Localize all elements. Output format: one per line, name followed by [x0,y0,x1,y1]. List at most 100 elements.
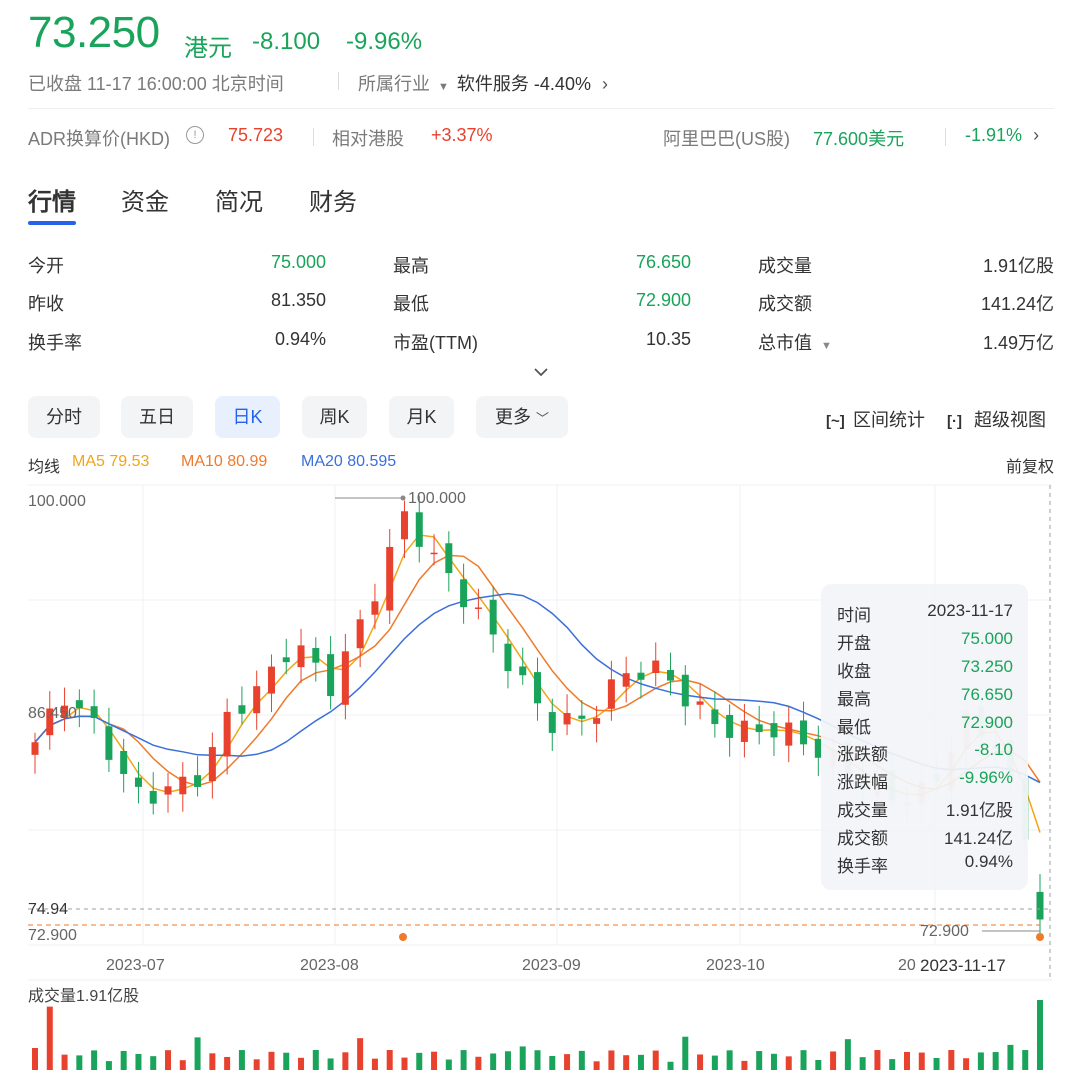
ma-label: 均线 [28,459,61,476]
us-stock-change-value: -1.91% [965,125,1023,145]
ohlc-tooltip: 时间 2023-11-17 开盘 75.000 收盘 73.250 最高 76.650 … [821,584,1028,890]
candle-body [75,700,83,709]
min-marker-label: 72.900 [920,923,969,940]
ma20-legend: MA20 80.595 [301,453,397,470]
tab-profile[interactable]: 简况 [215,189,263,216]
crosshair-date: 2023-11-17 [920,956,1006,975]
mcap-selector[interactable]: 总市值 ▼ [758,329,832,355]
candle-body [726,714,734,738]
candle-body [341,651,349,705]
volume-bar [371,1058,378,1070]
candle-body [814,738,822,758]
volume-bar [578,1050,585,1070]
candle-body [267,666,275,694]
low-label: 最低 [393,294,429,314]
period-intraday[interactable]: 分时 [28,396,100,438]
candle-body [415,512,423,547]
period-daily-k[interactable]: 日K [215,396,280,438]
period-more-label: 更多 [494,407,531,427]
amount-value: 141.24亿 [980,294,1054,314]
candle-body [297,645,305,668]
candle-body [400,511,408,540]
event-marker-dot [1036,933,1044,941]
volume-value: 1.91亿股 [982,256,1054,276]
candle-body [90,706,98,719]
volume-bar [105,1061,112,1070]
high-value: 76.650 [635,252,691,272]
volume-bar [283,1052,290,1070]
volume-bar [637,1054,644,1070]
volume-bar [623,1055,630,1070]
mcap-value: 1.49万亿 [982,333,1054,353]
super-view-button[interactable]: [·] 超级视图 [947,406,1046,432]
x-label: 2023-10 [706,957,765,974]
period-weekly-k[interactable]: 周K [302,396,367,438]
us-stock-link[interactable]: 阿里巴巴(US股) 77.600美元 [663,125,904,151]
candle-body [800,720,808,745]
currency-label: 港元 [184,35,232,62]
period-monthly-k[interactable]: 月K [389,396,454,438]
volume-bar [91,1050,98,1070]
volume-bar [76,1055,83,1070]
us-stock-price: 77.600美元 [813,129,905,149]
max-marker-dot [400,495,406,501]
us-stock-change[interactable]: -1.91% › [965,125,1039,146]
volume-bar [224,1056,231,1070]
open-label: 今开 [28,256,64,276]
candle-body [356,619,364,649]
price-change-pct: -9.96% [346,28,423,55]
adjust-mode-button[interactable]: 前复权 [1006,459,1055,476]
max-marker-label: 100.000 [408,490,466,507]
range-icon: [~] [826,413,845,430]
candle-body [652,660,660,674]
period-5day[interactable]: 五日 [121,396,193,438]
volume-bar [830,1051,837,1070]
candle-body [105,726,113,760]
volume-bar [992,1052,999,1070]
volume-bar [475,1056,482,1070]
industry-link[interactable]: 所属行业 ▼ 软件服务 -4.40% › [358,70,608,96]
info-icon[interactable]: ! [186,126,204,144]
candle-body [504,643,512,672]
candle-body [430,552,438,555]
ma10-legend: MA10 80.99 [181,453,268,470]
candle-body [755,724,763,733]
range-stats-button[interactable]: [~] 区间统计 [826,406,925,432]
candle-body [208,747,216,782]
expand-chevron-icon[interactable] [531,362,551,382]
volume-bar [977,1052,984,1070]
tab-quote[interactable]: 行情 [28,189,76,216]
open-value: 75.000 [270,252,326,272]
tab-funds[interactable]: 资金 [121,189,169,216]
turnover-label: 换手率 [28,333,82,353]
volume-bar [519,1046,526,1070]
candle-body [238,705,246,714]
volume-bar [209,1053,216,1070]
candle-body [548,712,556,733]
candle-body [31,742,39,755]
candle-body [770,723,778,738]
period-more[interactable]: 更多 ﹀ [476,396,568,438]
volume-bar [298,1057,305,1070]
candle-body [474,607,482,609]
volume-bar [46,1006,53,1070]
volume-bar [844,1039,851,1070]
x-label: 2023-07 [106,957,165,974]
tab-finance[interactable]: 财务 [309,189,357,216]
volume-bar [889,1059,896,1070]
volume-bar [963,1058,970,1070]
candle-body [622,673,630,687]
caret-down-icon: ▼ [821,340,832,352]
candle-body [149,790,157,804]
range-stats-label: 区间统计 [853,410,926,430]
relative-label: 相对港股 [332,129,404,149]
divider [28,108,1054,109]
volume-bar [918,1052,925,1070]
us-stock-label: 阿里巴巴(US股) [663,129,790,149]
volume-bar [815,1059,822,1070]
volume-bar [1007,1044,1014,1070]
candle-body [312,648,320,663]
volume-bar [859,1057,866,1070]
ma5-legend: MA5 79.53 [72,453,150,470]
volume-bar [652,1050,659,1070]
